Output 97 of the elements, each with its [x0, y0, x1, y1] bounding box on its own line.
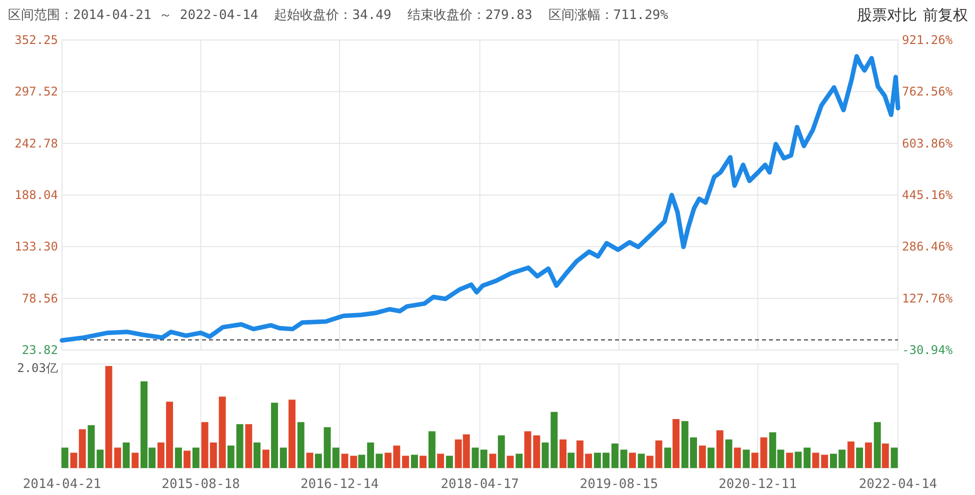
bar: [698, 446, 706, 468]
bar: [420, 456, 427, 468]
bar: [402, 456, 410, 468]
bar: [890, 448, 898, 468]
bar: [734, 448, 741, 468]
y2-tick-label: -30.94%: [902, 343, 954, 357]
bar: [271, 402, 278, 468]
y-tick-label: 242.78: [14, 136, 58, 150]
text: 起始收盘价：34.49: [274, 8, 392, 23]
line-series: [60, 54, 900, 343]
bar: [716, 430, 724, 468]
bar: [358, 454, 366, 468]
bar: [638, 454, 645, 468]
y2-tick-label: 603.86%: [902, 136, 954, 150]
bar: [174, 448, 182, 468]
bar: [708, 448, 714, 468]
text: 前复权: [923, 6, 968, 24]
y-tick-label: 297.52: [14, 84, 58, 99]
bar: [61, 448, 68, 468]
bar: [847, 441, 854, 468]
y-tick-label: 78.56: [22, 291, 58, 306]
y2-tick-label: 762.56%: [902, 84, 954, 99]
bar: [812, 452, 820, 468]
bar: [524, 431, 532, 468]
bar: [489, 454, 496, 468]
text: 区间涨幅：711.29%: [548, 8, 668, 23]
x-tick-label: 2015-08-18: [162, 477, 240, 492]
bar: [550, 412, 558, 468]
bar: [542, 442, 549, 468]
x-tick-label: 2020-12-11: [718, 477, 797, 492]
y-tick-label: 23.82: [22, 343, 58, 357]
bar: [794, 452, 802, 468]
text: 2.03亿: [17, 361, 58, 375]
y2-tick-label: 286.46%: [902, 240, 954, 254]
bar: [184, 450, 191, 468]
bar: [262, 450, 270, 468]
bar: [646, 456, 654, 468]
bar: [560, 439, 567, 468]
bar: [428, 431, 436, 468]
bar: [864, 442, 872, 468]
bar: [760, 437, 768, 468]
bar: [664, 448, 672, 468]
bar: [620, 450, 628, 468]
bar: [725, 439, 732, 468]
text: 结束收盘价：279.83: [407, 8, 532, 23]
bar: [742, 450, 750, 468]
bar: [88, 425, 95, 468]
bar: [297, 422, 304, 468]
y2-tick-label: 921.26%: [902, 33, 954, 47]
bar: [96, 450, 104, 468]
bar: [655, 440, 662, 468]
bar: [874, 422, 881, 468]
bar: [78, 429, 86, 468]
y-tick-label: 188.04: [14, 188, 58, 202]
x-tick-label: 2022-04-14: [858, 477, 938, 492]
bar: [446, 456, 453, 468]
bar: [506, 456, 514, 468]
y-tick-label: 133.30: [14, 240, 58, 254]
bar: [236, 424, 244, 468]
bar: [672, 419, 680, 468]
bar: [533, 435, 540, 468]
x-tick-label: 2018-04-17: [440, 477, 519, 492]
bar: [114, 448, 122, 468]
bar: [132, 452, 139, 468]
bar: [280, 448, 287, 468]
bar: [856, 448, 864, 468]
bar: [568, 452, 575, 468]
bar: [70, 452, 78, 468]
bar: [192, 448, 200, 468]
bar: [751, 452, 758, 468]
bar: [611, 444, 618, 468]
x-tick-label: 2014-04-21: [22, 477, 102, 492]
bar: [882, 444, 889, 468]
bar: [786, 452, 794, 468]
bar: [105, 366, 112, 468]
x-tick-label: 2019-08-15: [580, 477, 658, 492]
text: 股票对比: [857, 6, 917, 24]
y2-tick-label: 127.76%: [902, 291, 954, 306]
bar: [628, 452, 636, 468]
x-tick-label: 2016-12-14: [300, 477, 379, 492]
bar: [254, 442, 261, 468]
bar: [288, 400, 296, 468]
bar: [314, 454, 322, 468]
bar: [410, 454, 418, 468]
bar: [516, 454, 523, 468]
text: 区间范围：2014-04-21 ～ 2022-04-14: [8, 8, 258, 23]
bar: [804, 448, 811, 468]
bar: [218, 396, 226, 468]
bar: [245, 424, 252, 468]
bar: [498, 435, 505, 468]
bar: [821, 454, 828, 468]
bar: [227, 446, 234, 468]
y-tick-label: 352.25: [14, 33, 58, 47]
bar: [306, 452, 314, 468]
bar: [437, 454, 444, 468]
bar: [122, 442, 130, 468]
y2-tick-label: 445.16%: [902, 188, 954, 202]
